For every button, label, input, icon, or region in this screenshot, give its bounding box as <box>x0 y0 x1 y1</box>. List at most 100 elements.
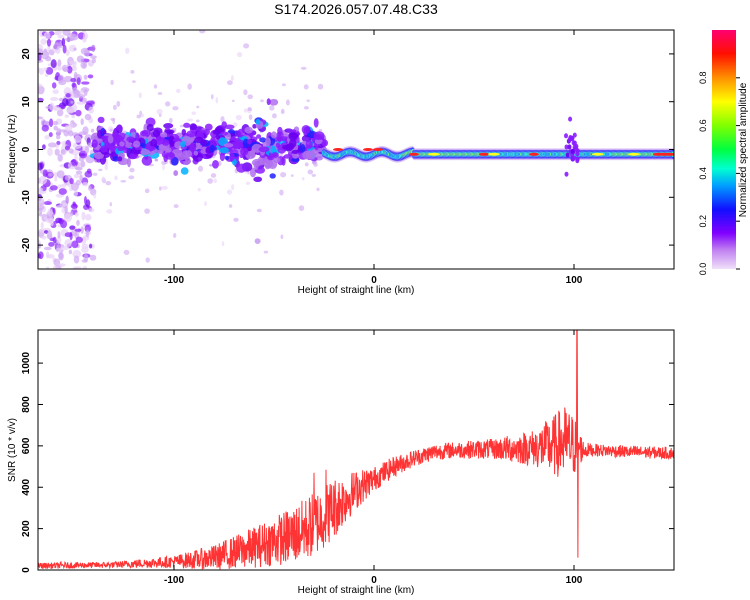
spectral-blob <box>226 80 233 86</box>
colorbar-ticks: 0.0 0.2 0.4 0.6 0.8 <box>698 72 740 275</box>
y-tick-label: 200 <box>21 520 32 537</box>
spectral-blob <box>80 160 86 168</box>
y-tick-label: 20 <box>21 48 32 60</box>
spectral-blob <box>49 185 58 191</box>
spectral-blob <box>313 131 325 141</box>
spectral-blob <box>317 83 324 90</box>
spectral-blob <box>209 144 215 153</box>
x-tick-label: -100 <box>164 275 184 286</box>
spectral-blob <box>314 138 323 145</box>
spectral-blob <box>62 98 69 107</box>
spectral-blob <box>189 123 197 131</box>
snr-series-line <box>38 330 674 570</box>
spectral-blob <box>141 155 153 166</box>
spectral-blob <box>117 146 125 152</box>
spectral-blob <box>47 147 53 157</box>
spectral-blob <box>156 136 162 142</box>
spectral-blob <box>306 99 310 102</box>
spectral-blob <box>64 239 73 247</box>
spectral-blob <box>162 139 170 146</box>
spectral-blob <box>61 37 66 47</box>
spectral-blob <box>45 251 50 259</box>
spectral-blob <box>158 143 167 152</box>
spectral-blob <box>112 156 120 162</box>
y-tick-label: 0 <box>21 146 32 152</box>
spectral-blob <box>75 266 82 269</box>
spectral-blob <box>363 148 373 151</box>
spectral-blob <box>41 235 47 240</box>
spectral-blob <box>83 195 88 205</box>
spectral-blob <box>47 230 53 240</box>
spectral-blob <box>318 128 323 132</box>
spectral-blob <box>71 132 80 137</box>
spectral-blob <box>172 106 179 111</box>
spectral-blob <box>85 229 90 238</box>
spectral-blob <box>71 182 79 191</box>
y-tick-label: 0 <box>21 567 32 573</box>
spectral-blob <box>204 201 207 207</box>
spectral-blob <box>318 143 323 148</box>
spectral-blob <box>105 180 112 186</box>
spectral-blob <box>38 97 44 103</box>
spectral-blob <box>125 47 130 54</box>
spectral-blob <box>64 145 70 151</box>
spectral-blob <box>213 178 217 184</box>
spectral-blob <box>199 30 206 34</box>
spectral-blob <box>270 131 277 139</box>
spectral-blob <box>311 173 317 177</box>
y-tick-label: 1000 <box>21 352 32 375</box>
spectral-blob <box>74 228 82 232</box>
spectral-blob <box>259 19 262 24</box>
spectral-blob <box>291 157 300 162</box>
spectral-blob <box>80 226 84 234</box>
spectral-blob <box>81 246 89 253</box>
spectral-blob <box>126 136 136 142</box>
spectral-blob <box>258 146 270 153</box>
spectral-blob <box>163 123 174 129</box>
spectral-blob <box>224 124 235 130</box>
spectral-blob <box>55 205 64 209</box>
spectral-blob <box>240 147 249 156</box>
spectral-blob <box>305 140 313 149</box>
spectral-blob <box>82 265 88 269</box>
spectral-blob <box>572 144 577 150</box>
spectral-blob <box>90 55 97 59</box>
spectral-blob <box>179 124 184 128</box>
spectral-blob <box>236 163 247 173</box>
spectral-blob <box>80 61 88 69</box>
spectral-blob <box>79 89 85 94</box>
spectral-blob <box>40 38 47 45</box>
spectral-blob <box>78 131 88 136</box>
top-x-ticks: -100 0 100 <box>164 30 583 286</box>
spectral-blob <box>76 77 81 86</box>
spectral-blob <box>47 208 53 217</box>
spectral-blob <box>57 59 62 68</box>
spectral-blob <box>62 30 71 36</box>
spectral-blob <box>333 148 343 151</box>
spectral-blob <box>51 82 57 89</box>
spectral-blob <box>296 23 301 26</box>
spectral-blob <box>259 137 267 143</box>
spectral-blob <box>132 80 136 83</box>
spectral-blob <box>176 88 181 94</box>
spectral-blob <box>247 94 254 100</box>
spectral-blob <box>81 81 90 85</box>
spectral-blob <box>219 147 230 154</box>
spectral-blob <box>164 129 175 135</box>
spectral-blob <box>231 142 240 150</box>
spectral-blob <box>62 44 67 54</box>
snr-plot-area <box>38 330 674 570</box>
spectral-blob <box>307 169 314 175</box>
spectral-blob <box>181 128 187 136</box>
spectral-blob <box>65 195 69 205</box>
spectral-blob <box>129 167 135 173</box>
spectral-blob <box>144 208 150 214</box>
spectral-blob <box>48 172 53 177</box>
spectral-blob <box>72 250 82 258</box>
colorbar-tick-label: 0.4 <box>698 167 708 180</box>
spectral-blob <box>64 37 74 42</box>
spectral-blob <box>62 67 69 73</box>
spectral-blob <box>285 99 290 106</box>
spectral-blob <box>63 213 72 223</box>
spectral-blob <box>87 74 94 79</box>
